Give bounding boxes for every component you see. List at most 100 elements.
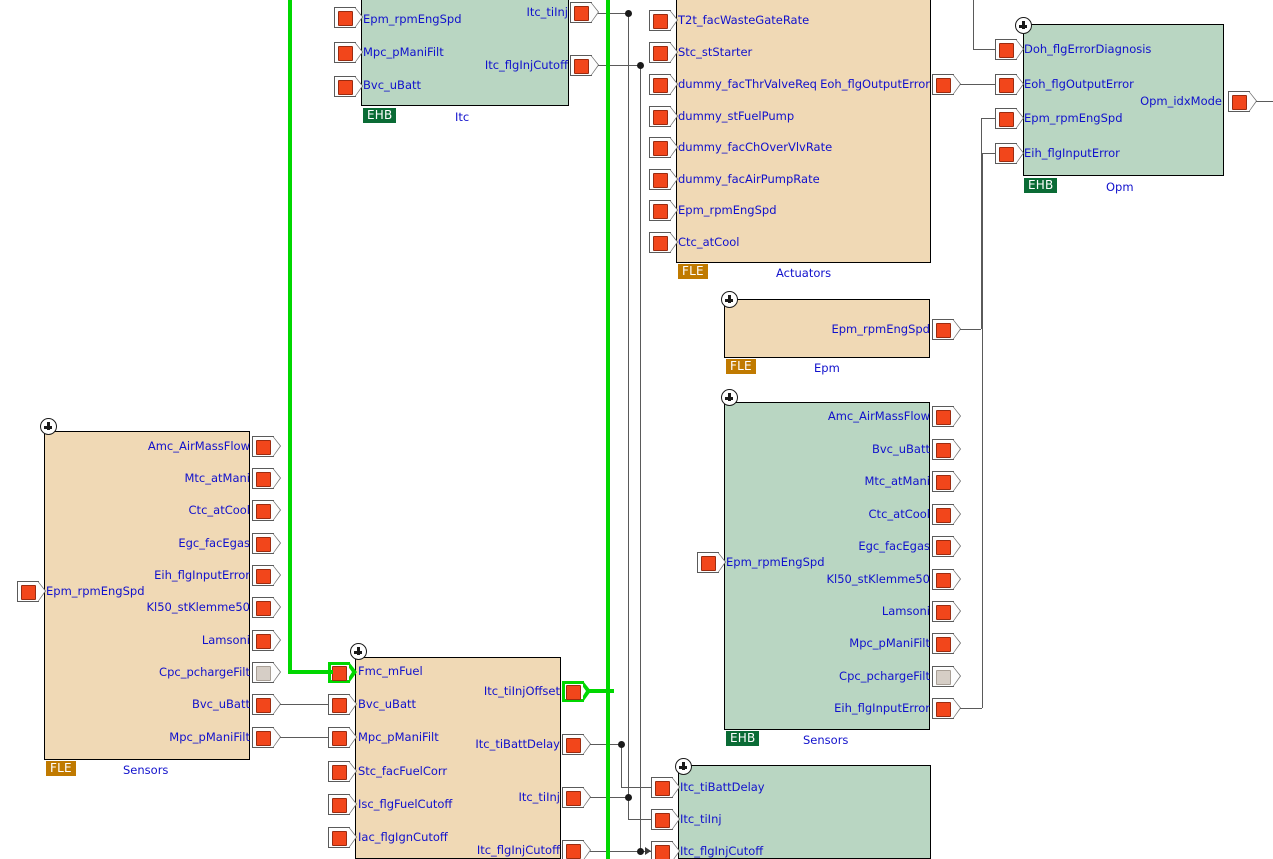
port-actuators-in-7[interactable] — [649, 232, 678, 253]
label-injection-out-2: Itc_tiInj — [518, 790, 560, 804]
port-sensors-left-out-5[interactable] — [252, 597, 281, 618]
label-injection-in-0: Fmc_mFuel — [358, 664, 423, 678]
port-itc-out-0[interactable] — [570, 2, 599, 23]
port-sensors-right-out-8[interactable] — [932, 666, 961, 687]
port-actuators-in-4[interactable] — [649, 137, 678, 158]
port-bottom-green-in-0[interactable] — [651, 777, 680, 798]
wire-sensors-bvc — [280, 704, 328, 705]
label-sensors-left-in-0: Epm_rpmEngSpd — [46, 584, 145, 598]
label-sensors-left-out-4: Eih_flgInputError — [154, 568, 250, 582]
block-sensors-right[interactable] — [724, 402, 930, 730]
port-injection-in-4[interactable] — [328, 794, 357, 815]
port-chip-icon — [332, 831, 347, 846]
tag-sensors-right: EHB — [726, 731, 760, 746]
port-injection-out-3[interactable] — [562, 840, 591, 859]
green-wire-right-elbow — [588, 689, 614, 693]
port-injection-in-2[interactable] — [328, 727, 357, 748]
port-sensors-left-out-0[interactable] — [252, 436, 281, 457]
port-sensors-right-out-9[interactable] — [932, 698, 961, 719]
expand-epm-icon[interactable] — [721, 291, 738, 308]
block-itc[interactable] — [361, 0, 569, 106]
port-actuators-in-5[interactable] — [649, 169, 678, 190]
port-sensors-right-out-0[interactable] — [932, 406, 961, 427]
expand-injection-icon[interactable] — [350, 643, 367, 660]
port-sensors-right-out-4[interactable] — [932, 536, 961, 557]
label-actuators-in-5: dummy_facAirPumpRate — [678, 172, 820, 186]
port-chip-icon — [332, 698, 347, 713]
block-sensors-left[interactable] — [44, 431, 250, 760]
port-sensors-left-out-7[interactable] — [252, 662, 281, 683]
port-actuators-in-6[interactable] — [649, 200, 678, 221]
port-chip-icon — [256, 440, 271, 455]
port-opm-in-1[interactable] — [995, 74, 1024, 95]
port-itc-out-1[interactable] — [570, 55, 599, 76]
port-sensors-right-out-1[interactable] — [932, 439, 961, 460]
port-sensors-left-out-3[interactable] — [252, 533, 281, 554]
port-sensors-right-out-6[interactable] — [932, 601, 961, 622]
port-sensors-left-out-4[interactable] — [252, 565, 281, 586]
port-opm-out-0[interactable] — [1228, 91, 1257, 112]
port-itc-in-0[interactable] — [334, 7, 363, 28]
port-sensors-left-out-1[interactable] — [252, 468, 281, 489]
port-sensors-right-in-0[interactable] — [697, 552, 726, 573]
label-injection-in-4: Isc_flgFuelCutoff — [358, 797, 453, 811]
port-opm-in-2[interactable] — [995, 108, 1024, 129]
port-chip-icon — [256, 698, 271, 713]
port-bottom-green-in-2[interactable] — [651, 841, 680, 859]
port-opm-in-3[interactable] — [995, 143, 1024, 164]
label-actuators-in-6: Epm_rpmEngSpd — [678, 203, 777, 217]
expand-sensors-left-icon[interactable] — [40, 418, 57, 435]
block-actuators[interactable] — [676, 0, 931, 263]
label-sensors-right-out-5: Kl50_stKlemme50 — [826, 572, 930, 586]
port-sensors-left-in-0[interactable] — [17, 581, 46, 602]
port-injection-in-3[interactable] — [328, 761, 357, 782]
port-sensors-left-out-6[interactable] — [252, 630, 281, 651]
port-itc-in-2[interactable] — [334, 76, 363, 97]
port-actuators-in-3[interactable] — [649, 106, 678, 127]
expand-opm-icon[interactable] — [1015, 17, 1032, 34]
port-injection-in-0[interactable] — [328, 662, 357, 683]
port-sensors-right-out-7[interactable] — [932, 633, 961, 654]
port-actuators-out-0[interactable] — [932, 74, 961, 95]
port-bottom-green-in-1[interactable] — [651, 809, 680, 830]
port-actuators-in-2[interactable] — [649, 74, 678, 95]
blockname-opm: Opm — [1106, 180, 1134, 194]
block-bottom-green[interactable] — [678, 765, 931, 859]
expand-sensors-right-icon[interactable] — [721, 389, 738, 406]
label-sensors-right-out-4: Egc_facEgas — [858, 539, 930, 553]
block-injection[interactable] — [355, 657, 561, 859]
label-actuators-in-7: Ctc_atCool — [678, 235, 740, 249]
tag-itc: EHB — [363, 108, 397, 123]
port-sensors-left-out-8[interactable] — [252, 694, 281, 715]
block-opm[interactable] — [1023, 24, 1224, 176]
port-chip-icon — [655, 781, 670, 796]
port-chip-icon — [256, 731, 271, 746]
port-actuators-in-1[interactable] — [649, 42, 678, 63]
block-epm[interactable] — [724, 299, 930, 358]
port-sensors-left-out-9[interactable] — [252, 727, 281, 748]
port-injection-in-5[interactable] — [328, 827, 357, 848]
port-itc-in-1[interactable] — [334, 42, 363, 63]
label-injection-out-0: Itc_tiInjOffset — [483, 684, 560, 698]
label-sensors-right-out-9: Eih_flgInputError — [834, 701, 930, 715]
expand-bottom-green-icon[interactable] — [675, 758, 692, 775]
port-injection-out-1[interactable] — [562, 734, 591, 755]
port-injection-out-2[interactable] — [562, 787, 591, 808]
port-opm-in-0[interactable] — [995, 39, 1024, 60]
label-sensors-right-in-0: Epm_rpmEngSpd — [726, 555, 825, 569]
port-sensors-right-out-5[interactable] — [932, 569, 961, 590]
port-sensors-left-out-2[interactable] — [252, 500, 281, 521]
port-epm-out-0[interactable] — [932, 319, 961, 340]
port-sensors-right-out-2[interactable] — [932, 471, 961, 492]
label-itc-out-1: Itc_flgInjCutoff — [484, 58, 568, 72]
port-chip-icon — [332, 798, 347, 813]
port-chip-icon — [256, 634, 271, 649]
label-injection-in-5: Iac_flgIgnCutoff — [358, 830, 448, 844]
port-injection-in-1[interactable] — [328, 694, 357, 715]
label-actuators-in-4: dummy_facChOverVlvRate — [678, 140, 833, 154]
port-actuators-in-0[interactable] — [649, 10, 678, 31]
port-sensors-right-out-3[interactable] — [932, 504, 961, 525]
port-injection-out-0[interactable] — [562, 681, 591, 702]
port-chip-icon — [332, 666, 347, 681]
